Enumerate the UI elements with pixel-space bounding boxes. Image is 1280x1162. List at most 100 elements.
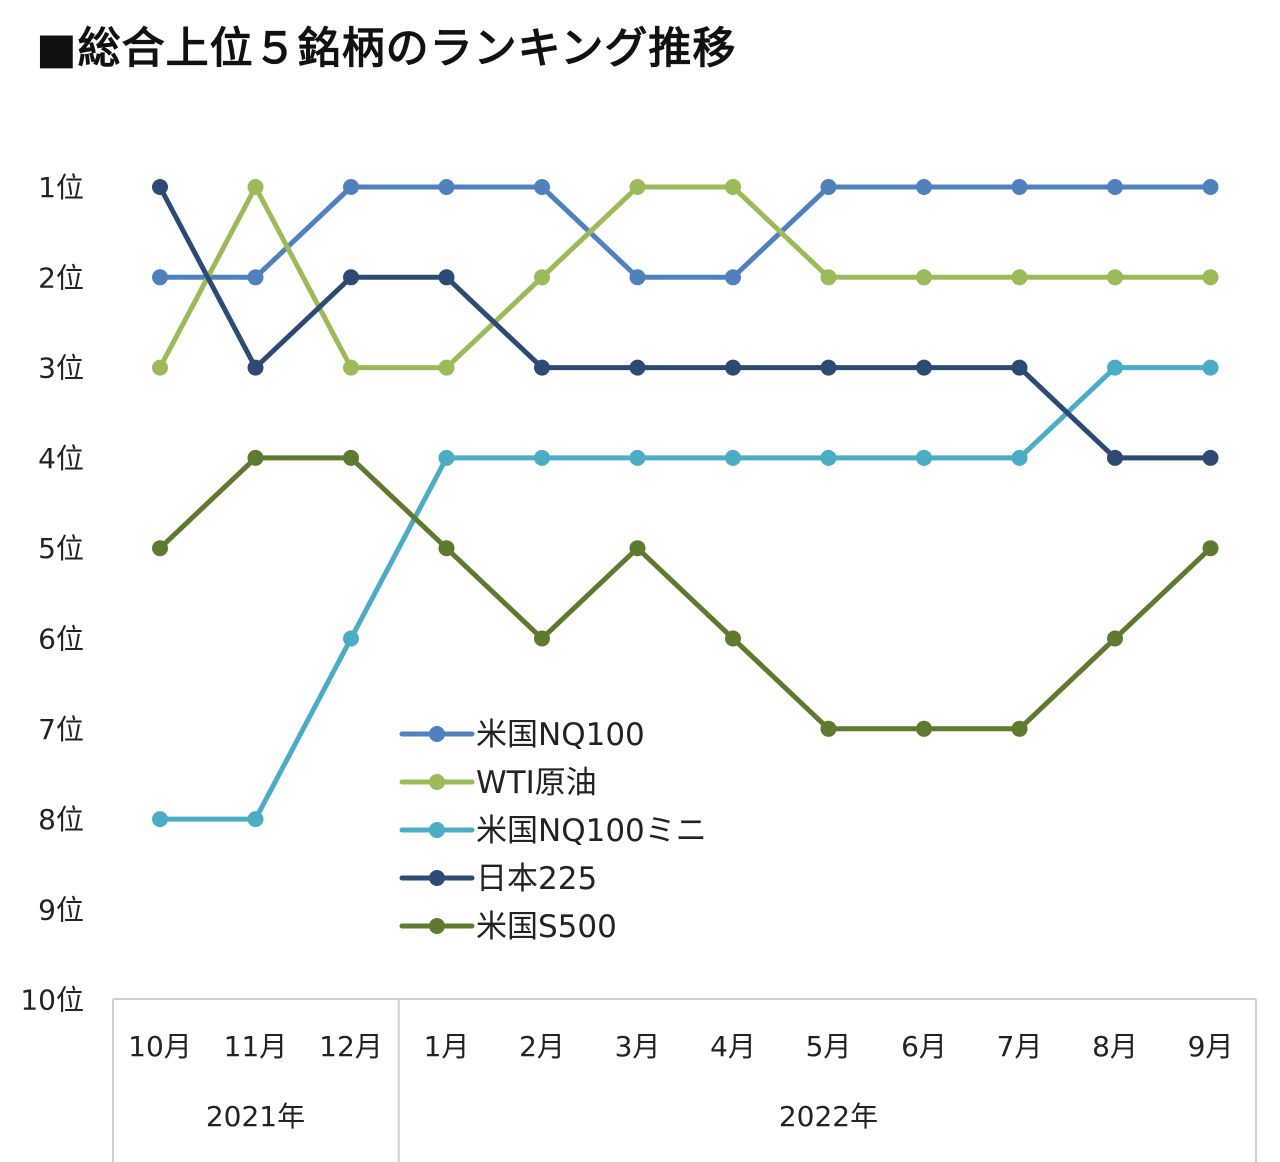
x-tick-label: 7月 bbox=[997, 1030, 1043, 1063]
data-point bbox=[629, 359, 646, 376]
data-point bbox=[247, 811, 264, 828]
y-tick-label: 5位 bbox=[38, 532, 84, 565]
data-point bbox=[916, 449, 932, 466]
data-point bbox=[152, 269, 168, 286]
data-point bbox=[916, 720, 932, 737]
data-point bbox=[1011, 359, 1028, 376]
data-point bbox=[343, 359, 359, 376]
data-point bbox=[725, 359, 741, 376]
y-tick-label: 7位 bbox=[38, 713, 84, 746]
data-point bbox=[152, 811, 168, 828]
data-point bbox=[343, 179, 359, 195]
data-point bbox=[438, 449, 455, 466]
series-line bbox=[157, 455, 1213, 732]
x-tick-label: 4月 bbox=[710, 1030, 756, 1063]
data-point bbox=[820, 269, 837, 286]
y-tick-label: 4位 bbox=[38, 442, 84, 475]
x-tick-label: 11月 bbox=[224, 1030, 288, 1063]
legend-label: 米国NQ100ミニ bbox=[476, 813, 707, 849]
data-point bbox=[629, 449, 646, 466]
data-point bbox=[1202, 179, 1219, 195]
data-point bbox=[1202, 269, 1219, 286]
x-group-label: 2022年 bbox=[779, 1100, 878, 1133]
data-point bbox=[438, 540, 455, 557]
series-line bbox=[157, 365, 1213, 822]
x-tick-label: 10月 bbox=[128, 1030, 192, 1063]
data-point bbox=[438, 269, 455, 286]
series-lines-group bbox=[152, 179, 1219, 828]
data-point bbox=[1107, 359, 1123, 376]
x-tick-label: 2月 bbox=[519, 1030, 565, 1063]
data-point bbox=[1011, 449, 1028, 466]
data-point bbox=[629, 269, 646, 286]
data-point bbox=[343, 269, 359, 286]
y-tick-label: 9位 bbox=[38, 893, 84, 926]
data-point bbox=[1202, 449, 1219, 466]
x-tick-label: 1月 bbox=[424, 1030, 470, 1063]
y-tick-label: 3位 bbox=[38, 352, 84, 385]
data-point bbox=[916, 359, 932, 376]
legend-label: 日本225 bbox=[476, 861, 597, 897]
chart-title: ■総合上位５銘柄のランキング推移 bbox=[36, 24, 737, 74]
series-line bbox=[157, 184, 1213, 371]
data-point bbox=[247, 269, 264, 286]
data-point bbox=[534, 179, 550, 195]
data-point bbox=[916, 269, 932, 286]
data-point bbox=[534, 269, 550, 286]
x-group-label: 2021年 bbox=[206, 1100, 305, 1133]
data-point bbox=[534, 449, 550, 466]
y-tick-label: 1位 bbox=[38, 171, 84, 204]
data-point bbox=[343, 630, 359, 647]
data-point bbox=[152, 540, 168, 557]
data-point bbox=[1011, 720, 1028, 737]
axes-group: 1位 2位 3位 4位 5位 6位 7位 8位 9位 10位 2021年 2022年 10月 11月 12月… bbox=[20, 171, 1257, 1162]
legend-swatch-marker bbox=[429, 726, 445, 742]
data-point bbox=[1011, 179, 1028, 195]
x-tick-label: 5月 bbox=[806, 1030, 852, 1063]
data-point bbox=[438, 359, 455, 376]
x-tick-label: 9月 bbox=[1188, 1030, 1234, 1063]
data-point bbox=[247, 179, 264, 195]
legend-label: 米国S500 bbox=[476, 909, 617, 945]
data-point bbox=[629, 179, 646, 195]
legend-swatch-marker bbox=[429, 822, 445, 838]
data-point bbox=[1202, 540, 1219, 557]
data-point bbox=[725, 449, 741, 466]
data-point bbox=[1011, 269, 1028, 286]
series-line bbox=[157, 184, 1213, 280]
data-point bbox=[1202, 359, 1219, 376]
y-tick-label: 10位 bbox=[20, 984, 84, 1017]
data-point bbox=[629, 540, 646, 557]
legend-swatch-marker bbox=[429, 870, 445, 886]
data-point bbox=[916, 179, 932, 195]
data-point bbox=[438, 179, 455, 195]
data-point bbox=[820, 359, 837, 376]
legend-label: 米国NQ100 bbox=[476, 717, 645, 753]
data-point bbox=[725, 179, 741, 195]
data-point bbox=[1107, 179, 1123, 195]
data-point bbox=[820, 720, 837, 737]
data-point bbox=[725, 630, 741, 647]
data-point bbox=[247, 359, 264, 376]
x-tick-label: 8月 bbox=[1092, 1030, 1138, 1063]
data-point bbox=[343, 449, 359, 466]
legend-swatch-marker bbox=[429, 918, 445, 934]
y-tick-label: 6位 bbox=[38, 623, 84, 656]
data-point bbox=[152, 359, 168, 376]
data-point bbox=[247, 449, 264, 466]
data-point bbox=[820, 449, 837, 466]
x-tick-label: 12月 bbox=[319, 1030, 383, 1063]
data-point bbox=[1107, 269, 1123, 286]
data-point bbox=[820, 179, 837, 195]
x-tick-label: 6月 bbox=[901, 1030, 947, 1063]
data-point bbox=[725, 269, 741, 286]
data-point bbox=[534, 630, 550, 647]
data-point bbox=[1107, 449, 1123, 466]
legend-label: WTI原油 bbox=[476, 765, 597, 801]
x-tick-label: 3月 bbox=[615, 1030, 661, 1063]
data-point bbox=[152, 179, 168, 195]
data-point bbox=[1107, 630, 1123, 647]
y-tick-label: 8位 bbox=[38, 803, 84, 836]
